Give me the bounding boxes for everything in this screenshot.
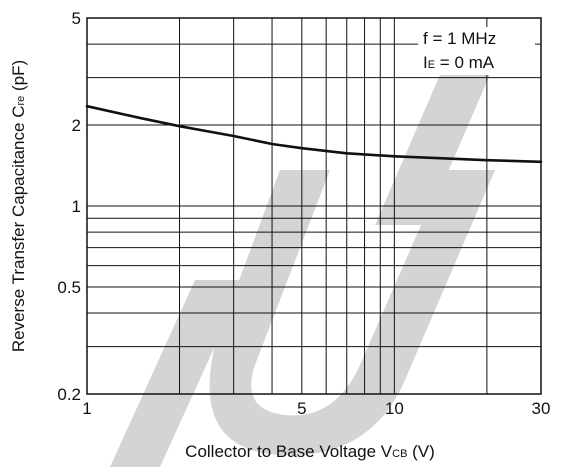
watermark-stroke-u [209,170,495,456]
plot-frame [86,17,542,395]
x-tick-label: 30 [532,399,551,418]
y-axis-label: Reverse Transfer Capacitance Cre (pF) [9,60,28,352]
x-tick-label: 5 [297,399,306,418]
y-tick-label: 0.2 [57,385,81,404]
x-axis-label: Collector to Base Voltage VCB (V) [185,442,435,461]
annotation-frequency: f = 1 MHz [423,29,496,48]
x-tick-label: 10 [385,399,404,418]
curve-layer [85,104,543,164]
capacitance-curve [85,104,543,164]
watermark-stroke-right [375,40,505,225]
y-tick-labels: 0.2 0.5 1 2 5 [57,9,81,404]
y-tick-label: 0.5 [57,278,81,297]
y-tick-label: 2 [72,116,81,135]
x-tick-label: 1 [82,399,91,418]
x-tick-labels: 1 5 10 30 [82,399,550,418]
watermark-stroke-left [110,280,245,467]
annotation-background [418,27,535,75]
y-tick-label: 1 [72,197,81,216]
annotation-emitter-current: IE = 0 mA [423,53,495,72]
watermark [110,40,505,467]
grid [87,18,541,394]
y-tick-label: 5 [72,9,81,28]
